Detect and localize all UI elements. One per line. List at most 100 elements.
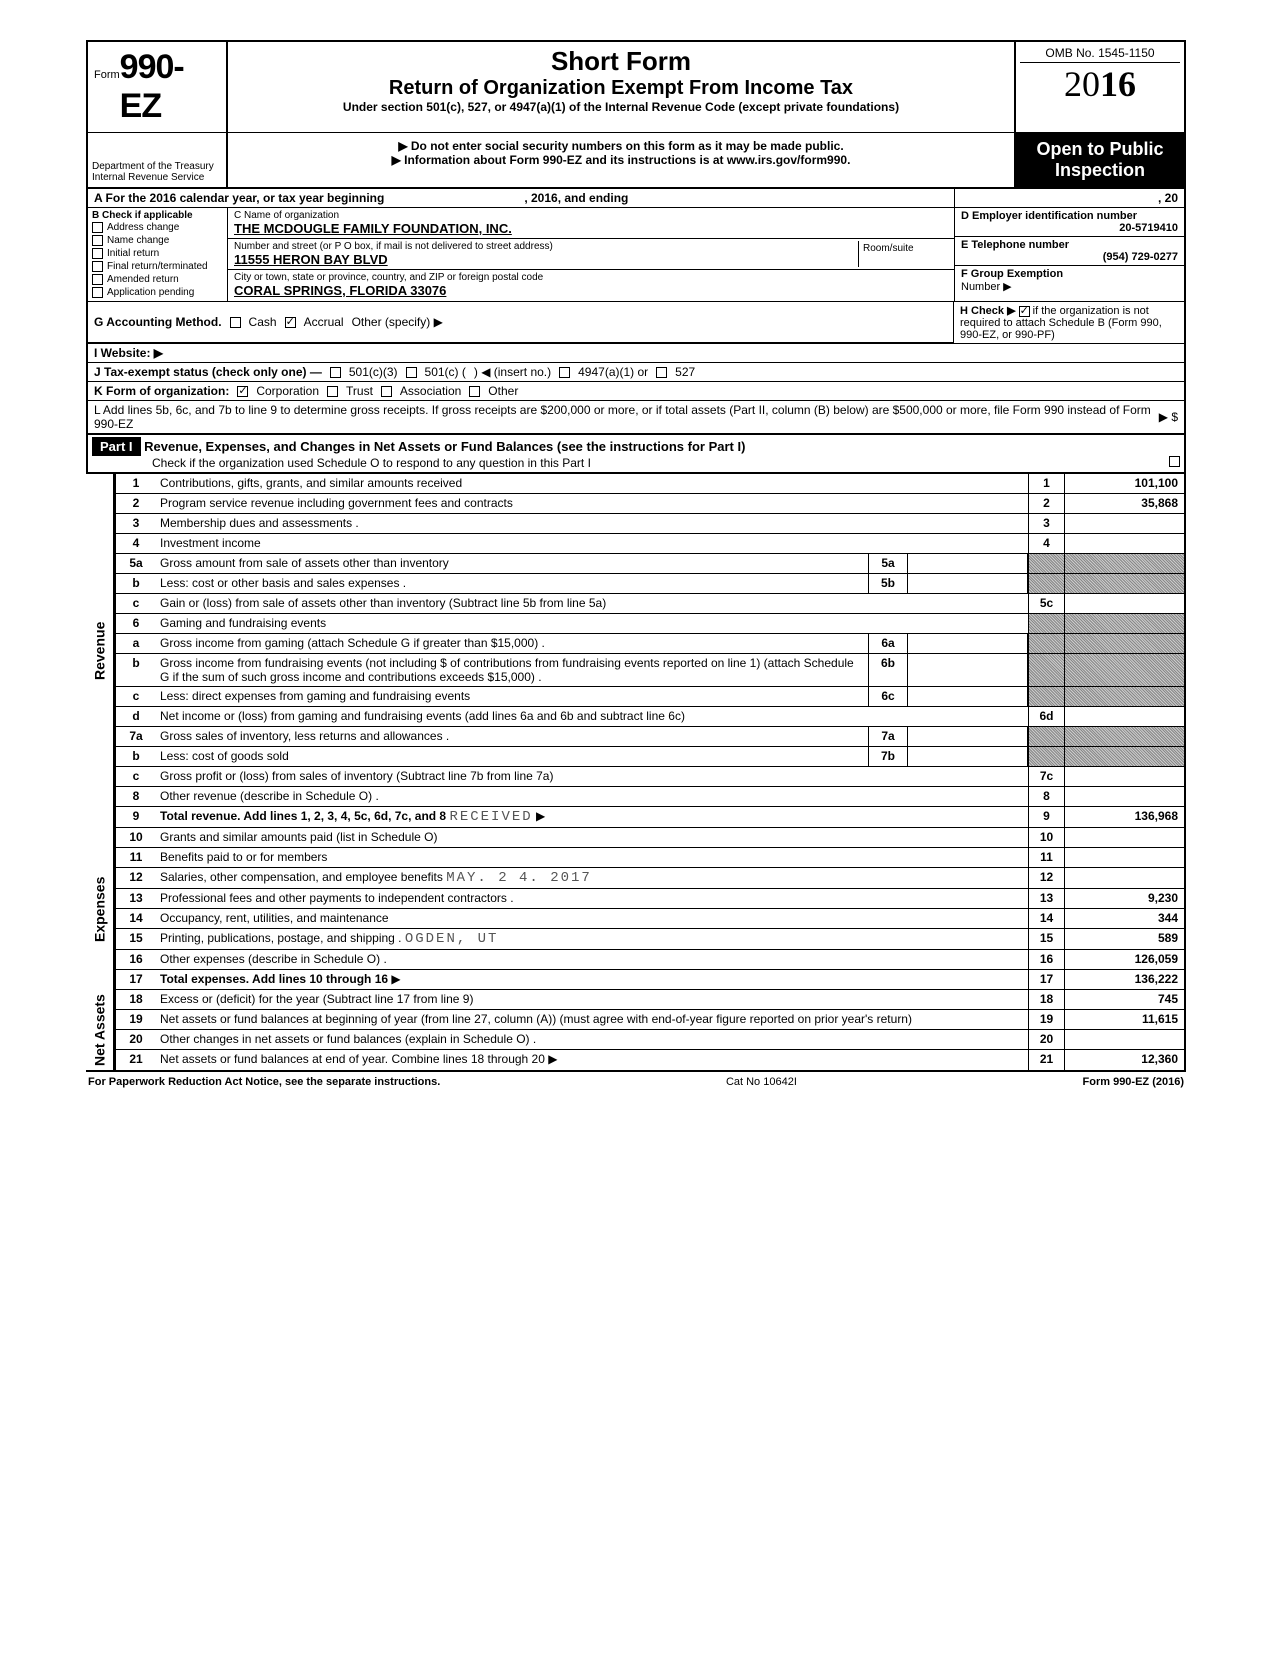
- cb-501c[interactable]: [406, 367, 417, 378]
- row-g-h: G Accounting Method. Cash Accrual Other …: [88, 302, 1184, 343]
- addr-value: 11555 HERON BAY BLVD: [234, 252, 858, 267]
- ln: 18: [116, 990, 156, 1009]
- la: [1064, 514, 1184, 533]
- cb-label: Final return/terminated: [107, 261, 208, 272]
- ld: Excess or (deficit) for the year (Subtra…: [156, 990, 1028, 1009]
- form-number-cell: Form 990-EZ: [88, 42, 228, 132]
- j-4947-label: 4947(a)(1) or: [578, 365, 648, 379]
- ld: Salaries, other compensation, and employ…: [156, 868, 1028, 888]
- title-cell: Short Form Return of Organization Exempt…: [228, 42, 1014, 132]
- la: [1064, 1030, 1184, 1049]
- footer-right: Form 990-EZ (2016): [1083, 1076, 1184, 1088]
- ld: Other expenses (describe in Schedule O) …: [156, 950, 1028, 969]
- line-a-text: A For the 2016 calendar year, or tax yea…: [94, 191, 384, 205]
- ln: 11: [116, 848, 156, 867]
- cb-schedule-o[interactable]: [1169, 456, 1180, 467]
- ld: Less: cost or other basis and sales expe…: [156, 574, 868, 593]
- omb-number: OMB No. 1545-1150: [1020, 46, 1180, 63]
- lb: 13: [1028, 889, 1064, 908]
- line-10: 10Grants and similar amounts paid (list …: [114, 828, 1186, 848]
- shade: [1064, 687, 1184, 706]
- footer-mid: Cat No 10642I: [726, 1076, 797, 1088]
- ld: Gross profit or (loss) from sales of inv…: [156, 767, 1028, 786]
- cb-application-pending[interactable]: Application pending: [92, 286, 223, 299]
- ld: Other changes in net assets or fund bala…: [156, 1030, 1028, 1049]
- cb-501c3[interactable]: [330, 367, 341, 378]
- ld: Contributions, gifts, grants, and simila…: [156, 474, 1028, 493]
- ld: Professional fees and other payments to …: [156, 889, 1028, 908]
- ln: 12: [116, 868, 156, 888]
- cb-other-org[interactable]: [469, 386, 480, 397]
- shade: [1064, 574, 1184, 593]
- sb: 5b: [868, 574, 908, 593]
- shade: [1064, 634, 1184, 653]
- cb-accrual[interactable]: [285, 317, 296, 328]
- cb-4947[interactable]: [559, 367, 570, 378]
- line-k: K Form of organization: Corporation Trus…: [88, 382, 1184, 401]
- line-21: 21 Net assets or fund balances at end of …: [114, 1050, 1186, 1070]
- lb: 5c: [1028, 594, 1064, 613]
- title-line3: Under section 501(c), 527, or 4947(a)(1)…: [236, 100, 1006, 114]
- la: [1064, 787, 1184, 806]
- i-label: I Website: ▶: [94, 346, 163, 360]
- org-name: THE MCDOUGLE FAMILY FOUNDATION, INC.: [234, 221, 948, 236]
- k-label: K Form of organization:: [94, 384, 229, 398]
- ln: c: [116, 687, 156, 706]
- h-block: H Check ▶ if the organization is not req…: [954, 302, 1184, 343]
- lb: 7c: [1028, 767, 1064, 786]
- la: [1064, 707, 1184, 726]
- ld: Less: cost of goods sold: [156, 747, 868, 766]
- lb: 12: [1028, 868, 1064, 888]
- ld: Membership dues and assessments .: [156, 514, 1028, 533]
- ld: Net assets or fund balances at beginning…: [156, 1010, 1028, 1029]
- notice1: ▶ Do not enter social security numbers o…: [234, 139, 1008, 153]
- part1-header: Part I Revenue, Expenses, and Changes in…: [86, 435, 1186, 474]
- ln: 7a: [116, 727, 156, 746]
- cb-schedule-b[interactable]: [1019, 306, 1030, 317]
- line-4: 4Investment income4: [114, 534, 1186, 554]
- cb-corporation[interactable]: [237, 386, 248, 397]
- ld-text: Net assets or fund balances at end of ye…: [160, 1052, 545, 1066]
- sb: 6b: [868, 654, 908, 686]
- cb-amended-return[interactable]: Amended return: [92, 273, 223, 286]
- cb-trust[interactable]: [327, 386, 338, 397]
- ld: Gain or (loss) from sale of assets other…: [156, 594, 1028, 613]
- cb-cash[interactable]: [230, 317, 241, 328]
- line-8: 8Other revenue (describe in Schedule O) …: [114, 787, 1186, 807]
- sb: 7b: [868, 747, 908, 766]
- line-7b: bLess: cost of goods sold7b: [114, 747, 1186, 767]
- la: 35,868: [1064, 494, 1184, 513]
- ln: 21: [116, 1050, 156, 1070]
- ld: Gross amount from sale of assets other t…: [156, 554, 868, 573]
- cb-527[interactable]: [656, 367, 667, 378]
- sa: [908, 654, 1028, 686]
- sb: 5a: [868, 554, 908, 573]
- ld: Benefits paid to or for members: [156, 848, 1028, 867]
- cb-initial-return[interactable]: Initial return: [92, 247, 223, 260]
- j-527-label: 527: [675, 365, 695, 379]
- g-other-label: Other (specify) ▶: [352, 315, 443, 329]
- line-13: 13Professional fees and other payments t…: [114, 889, 1186, 909]
- line-5b: bLess: cost or other basis and sales exp…: [114, 574, 1186, 594]
- lb: 15: [1028, 929, 1064, 949]
- sa: [908, 687, 1028, 706]
- line-15: 15Printing, publications, postage, and s…: [114, 929, 1186, 950]
- ld: Net assets or fund balances at end of ye…: [156, 1050, 1028, 1070]
- block-b: B Check if applicable Address change Nam…: [88, 208, 228, 301]
- ld: Gross sales of inventory, less returns a…: [156, 727, 868, 746]
- g-label: G Accounting Method.: [94, 315, 222, 329]
- cb-final-return[interactable]: Final return/terminated: [92, 260, 223, 273]
- shade: [1028, 654, 1064, 686]
- g-accrual-label: Accrual: [304, 315, 344, 329]
- lb: 2: [1028, 494, 1064, 513]
- ld-text: Total revenue. Add lines 1, 2, 3, 4, 5c,…: [160, 809, 446, 823]
- title-line1: Short Form: [236, 46, 1006, 77]
- cb-address-change[interactable]: Address change: [92, 221, 223, 234]
- sa: [908, 727, 1028, 746]
- cb-association[interactable]: [381, 386, 392, 397]
- form-number: 990-EZ: [120, 48, 220, 126]
- lb: 11: [1028, 848, 1064, 867]
- ld: Gaming and fundraising events: [156, 614, 1028, 633]
- year-prefix: 20: [1064, 64, 1100, 104]
- cb-name-change[interactable]: Name change: [92, 234, 223, 247]
